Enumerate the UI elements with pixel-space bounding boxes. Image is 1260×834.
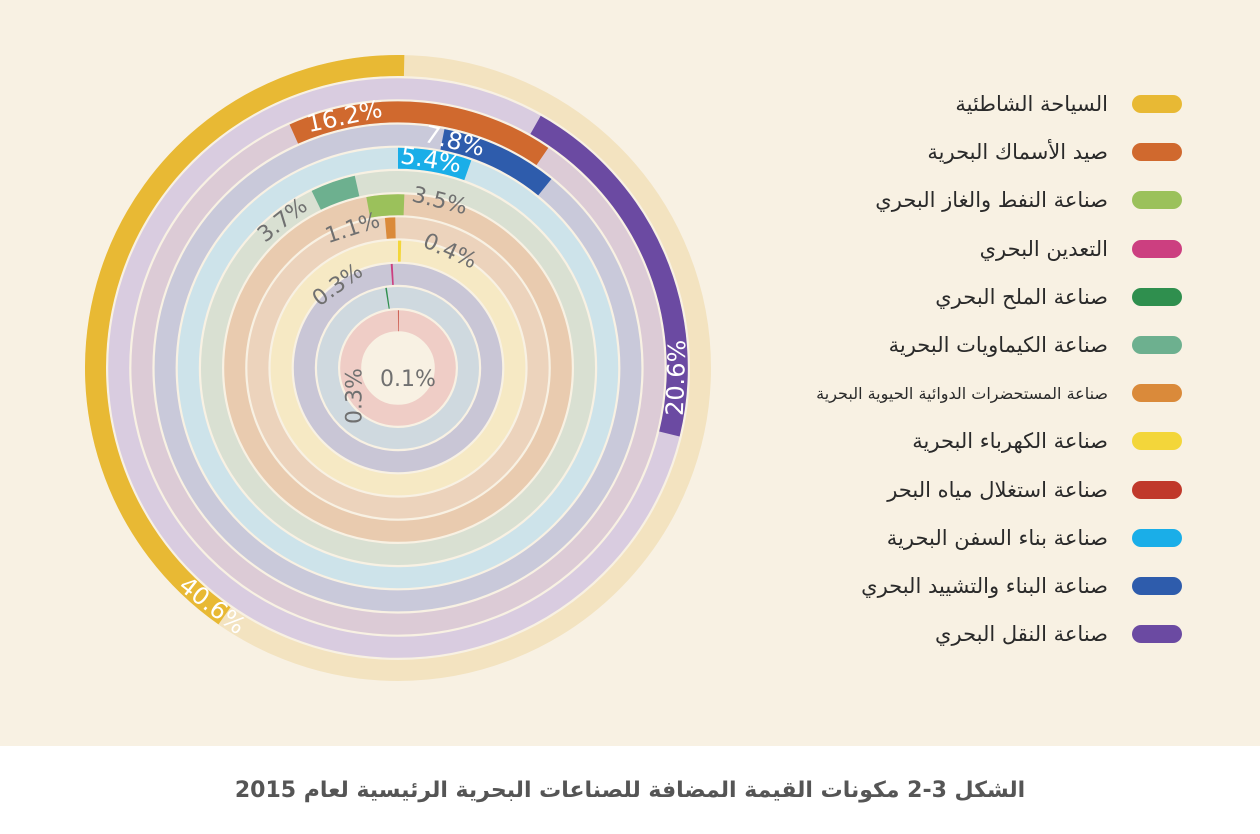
- value-arc: [85, 55, 405, 625]
- legend-label: صناعة الكيماويات البحرية: [888, 333, 1108, 358]
- value-arc: [530, 115, 688, 437]
- legend-label: صناعة بناء السفن البحرية: [886, 525, 1108, 550]
- legend-label: صناعة استغلال مياه البحر: [887, 477, 1108, 502]
- ring-track: [317, 287, 479, 449]
- legend: السياحة الشاطئية صيد الأسماك البحرية صناعة…: [730, 80, 1190, 658]
- ring-track: [247, 217, 549, 519]
- legend-item: صناعة المستحضرات الدوائية الحيوية البحري…: [730, 369, 1190, 417]
- legend-item: السياحة الشاطئية: [730, 80, 1190, 128]
- radial-chart: 40.6%20.6%16.2%7.8%5.4%3.7% 3.5%1.1%0.4%0…: [85, 55, 711, 681]
- legend-swatch: [1132, 384, 1182, 403]
- value-arc: [289, 101, 549, 166]
- ring-track: [154, 124, 642, 612]
- legend-item: صناعة النفط والغاز البحري: [730, 176, 1190, 224]
- legend-label: صناعة الملح البحري: [935, 284, 1108, 309]
- legend-swatch: [1132, 336, 1182, 355]
- legend-item: صناعة البناء والتشييد البحري: [730, 562, 1190, 610]
- data-label: 0.1%: [380, 367, 436, 392]
- legend-item: صناعة الكهرباء البحرية: [730, 417, 1190, 465]
- legend-swatch: [1132, 287, 1182, 306]
- legend-item: التعدين البحري: [730, 225, 1190, 273]
- legend-swatch: [1132, 432, 1182, 451]
- legend-swatch: [1132, 143, 1182, 162]
- legend-label: صيد الأسماك البحرية: [927, 140, 1108, 165]
- value-arc: [397, 147, 472, 181]
- legend-label: صناعة النفط والغاز البحري: [875, 188, 1108, 213]
- figure-caption: الشكل 3-2 مكونات القيمة المضافة للصناعات…: [234, 777, 1026, 803]
- figure: 40.6% 20.6% 16.2% 7.8% 5.4% 3.7% 3.5% 1.1% 0.4% 0…: [0, 0, 1260, 746]
- value-arc: [384, 217, 396, 239]
- value-arc: [440, 129, 552, 196]
- legend-swatch: [1132, 95, 1182, 114]
- legend-swatch: [1132, 528, 1182, 547]
- data-label: 0.3%: [343, 368, 368, 424]
- legend-swatch: [1132, 239, 1182, 258]
- ring-track: [201, 171, 595, 565]
- legend-swatch: [1132, 480, 1182, 499]
- value-arc: [366, 194, 405, 218]
- ring-track: [293, 263, 503, 473]
- legend-item: صناعة الكيماويات البحرية: [730, 321, 1190, 369]
- legend-label: صناعة النقل البحري: [935, 622, 1108, 647]
- legend-item: صناعة استغلال مياه البحر: [730, 466, 1190, 514]
- legend-label: صناعة المستحضرات الدوائية الحيوية البحري…: [816, 383, 1108, 403]
- legend-swatch: [1132, 625, 1182, 644]
- legend-item: صناعة النقل البحري: [730, 610, 1190, 658]
- legend-swatch: [1132, 576, 1182, 595]
- value-arc: [311, 175, 360, 210]
- legend-label: صناعة البناء والتشييد البحري: [861, 573, 1108, 598]
- data-label: 20.6%: [661, 339, 692, 416]
- legend-label: صناعة الكهرباء البحرية: [912, 429, 1108, 454]
- legend-swatch: [1132, 191, 1182, 210]
- legend-item: صناعة الملح البحري: [730, 273, 1190, 321]
- legend-item: صيد الأسماك البحرية: [730, 128, 1190, 176]
- legend-label: السياحة الشاطئية: [955, 92, 1108, 117]
- legend-label: التعدين البحري: [979, 236, 1108, 261]
- legend-item: صناعة بناء السفن البحرية: [730, 514, 1190, 562]
